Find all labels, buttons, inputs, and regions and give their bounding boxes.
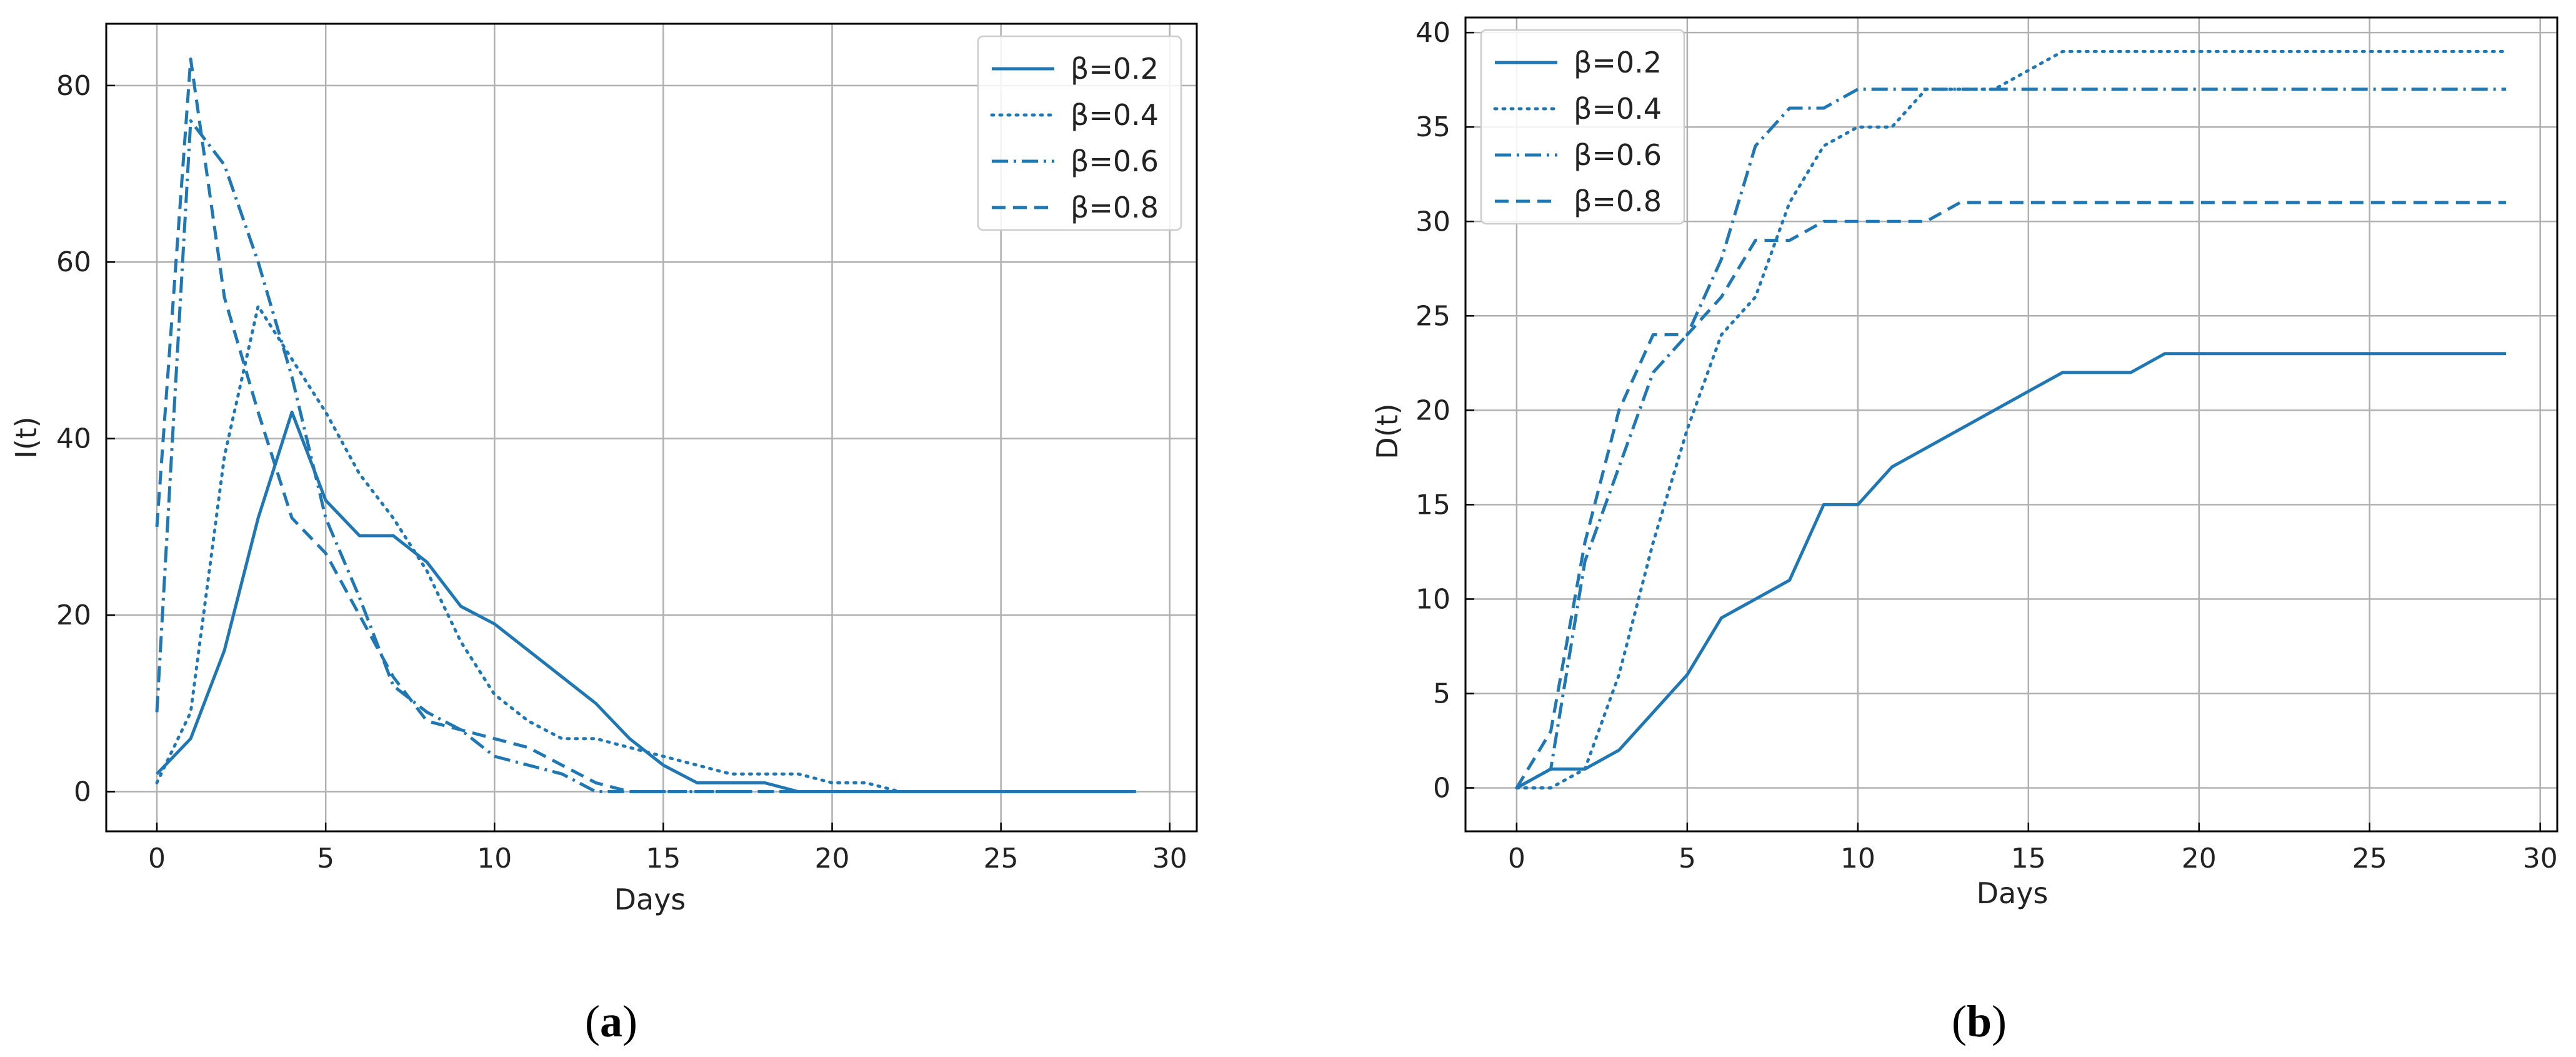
- x-tick-label: 25: [984, 843, 1019, 874]
- panel-label-a: (a): [585, 996, 637, 1046]
- x-axis-title: Days: [1977, 876, 2049, 910]
- legend-label: β=0.6: [1071, 144, 1159, 178]
- panel-letter-b: b: [1967, 996, 1992, 1046]
- legend-label: β=0.8: [1071, 191, 1159, 224]
- y-tick-label: 15: [1415, 489, 1450, 521]
- x-tick-label: 25: [2352, 843, 2387, 874]
- y-tick-label: 30: [1415, 206, 1450, 238]
- series-line-solid: [1515, 352, 2507, 789]
- plot-frame: [105, 23, 1198, 833]
- x-axis-title: Days: [614, 883, 686, 916]
- legend-label: β=0.6: [1574, 138, 1662, 172]
- x-tick-label: 5: [1679, 843, 1696, 874]
- axis-ticks: 0 5 10 15 20 25 30 0 20 40 60 80: [56, 70, 1187, 874]
- series-line-dashed: [1515, 201, 2507, 789]
- x-tick-label: 10: [1840, 843, 1875, 874]
- x-tick-label: 10: [477, 843, 512, 874]
- y-tick-label: 80: [56, 70, 91, 102]
- legend-label: β=0.8: [1574, 184, 1662, 218]
- x-tick-label: 0: [1508, 843, 1525, 874]
- y-tick-label: 0: [1433, 773, 1450, 804]
- series-lines: [1515, 49, 2508, 789]
- legend-box: [977, 35, 1182, 231]
- y-tick-label: 60: [56, 246, 91, 278]
- x-tick-label: 15: [2011, 843, 2046, 874]
- panel-label-b: (b): [1952, 996, 2007, 1046]
- legend-box: [1480, 29, 1685, 225]
- legend-label: β=0.4: [1574, 92, 1662, 126]
- x-tick-label: 30: [1152, 843, 1187, 874]
- legend-label: β=0.2: [1071, 52, 1159, 86]
- x-tick-label: 20: [2182, 843, 2217, 874]
- series-line-dotted: [155, 304, 1138, 793]
- series-line-dashed: [155, 58, 1136, 793]
- plot-frame: [1464, 16, 2559, 833]
- x-tick-label: 20: [815, 843, 850, 874]
- x-tick-label: 15: [646, 843, 681, 874]
- y-tick-label: 25: [1415, 300, 1450, 332]
- x-tick-label: 30: [2523, 843, 2558, 874]
- legend: β=0.2 β=0.4 β=0.6 β=0.8: [1480, 29, 1685, 225]
- y-tick-label: 40: [1415, 17, 1450, 49]
- series-line-dashdot: [1515, 88, 2507, 789]
- legend: β=0.2 β=0.4 β=0.6 β=0.8: [977, 35, 1182, 231]
- y-tick-label: 5: [1433, 678, 1450, 709]
- y-tick-label: 35: [1415, 111, 1450, 143]
- series-line-dotted: [1515, 49, 2508, 789]
- y-tick-label: 20: [56, 599, 91, 631]
- chart-panel-a: Days I(t) (a) 0 5 10 15 20 25 30 0 20 40 60 80 β=0.2…: [9, 23, 1198, 1046]
- y-tick-label: 10: [1415, 583, 1450, 615]
- series-lines: [155, 58, 1138, 793]
- y-tick-label: 40: [56, 423, 91, 455]
- y-axis-title: I(t): [9, 416, 43, 459]
- legend-label: β=0.4: [1071, 98, 1159, 132]
- axis-ticks: 0 5 10 15 20 25 30 0 5 10 15 20 25 30 35 40: [1415, 17, 2558, 874]
- panel-letter-a: a: [600, 996, 622, 1046]
- x-tick-label: 0: [148, 843, 166, 874]
- y-axis-title: D(t): [1370, 403, 1404, 459]
- legend-label: β=0.2: [1574, 46, 1662, 79]
- chart-panel-b: Days D(t) (b) 0 5 10 15 20 25 30 0 5 10 15 20 25 30 35…: [1370, 16, 2559, 1046]
- y-tick-label: 0: [74, 776, 91, 808]
- x-tick-label: 5: [317, 843, 334, 874]
- y-tick-label: 20: [1415, 394, 1450, 426]
